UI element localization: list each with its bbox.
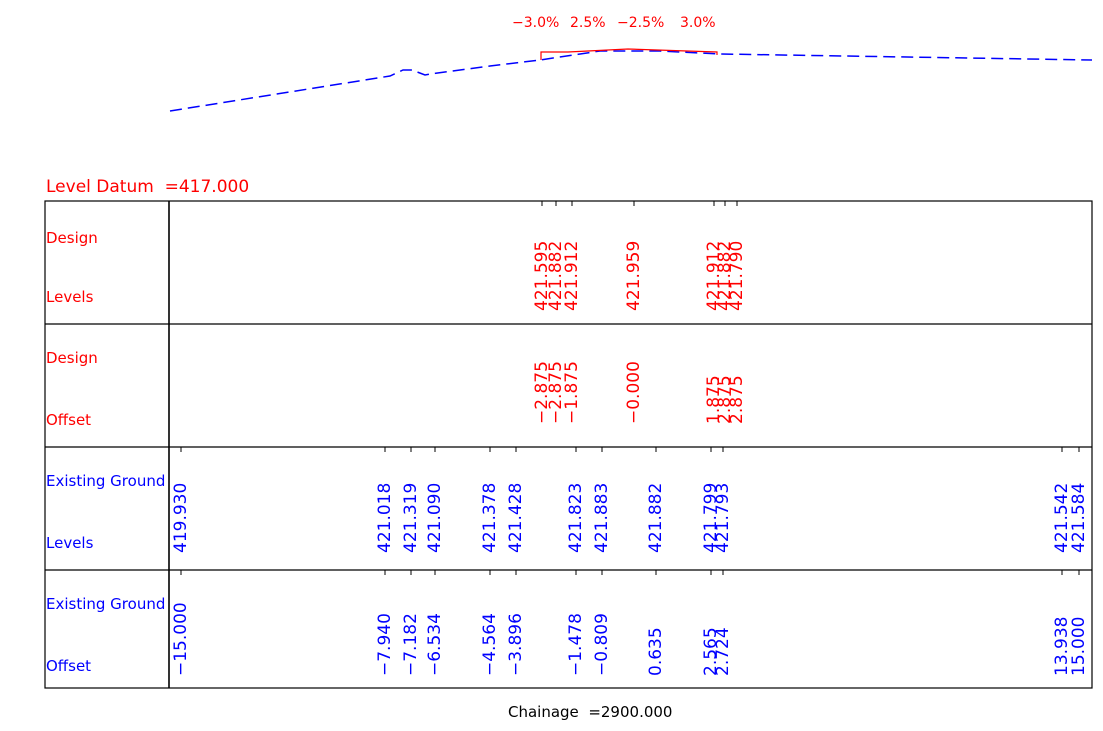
existing-level-value: 421.883 bbox=[592, 483, 612, 553]
existing-ground-profile bbox=[169, 50, 1093, 112]
design-offset-value: 2.875 bbox=[727, 375, 747, 424]
level-datum-label: Level Datum =417.000 bbox=[46, 177, 249, 197]
design-levels-label-line1: Design bbox=[46, 229, 98, 247]
grade-label-3: −2.5% bbox=[617, 15, 664, 31]
design-values: 421.595 −2.875 421.882 −2.875 421.912 −1.875 4… bbox=[532, 201, 747, 424]
existing-offset-value: −7.940 bbox=[375, 613, 395, 676]
existing-level-value: 421.882 bbox=[646, 483, 666, 553]
row-header-labels: Design Levels Design Offset Existing Gro… bbox=[46, 229, 165, 675]
design-offset-value: −1.875 bbox=[562, 361, 582, 424]
existing-level-value: 421.090 bbox=[425, 483, 445, 553]
table-border bbox=[44, 200, 1093, 689]
existing-offset-value: −4.564 bbox=[480, 613, 500, 676]
existing-level-value: 421.428 bbox=[506, 483, 526, 553]
data-table-frame bbox=[44, 200, 1093, 689]
existing-level-value: 421.799 bbox=[701, 483, 721, 553]
existing-level-value: 419.930 bbox=[171, 483, 191, 553]
design-offset-value: 1.875 bbox=[704, 375, 724, 424]
existing-level-value: 421.584 bbox=[1069, 483, 1089, 553]
existing-level-value: 421.542 bbox=[1052, 483, 1072, 553]
existing-offset-value: 2.565 bbox=[701, 627, 721, 676]
existing-level-value: 421.018 bbox=[375, 483, 395, 553]
design-level-value: 421.790 bbox=[727, 241, 747, 311]
design-offset-value: −2.875 bbox=[546, 361, 566, 424]
existing-level-value: 421.319 bbox=[401, 483, 421, 553]
design-level-value: 421.912 bbox=[562, 241, 582, 311]
existing-offset-label-line1: Existing Ground bbox=[46, 595, 165, 613]
chainage-label: Chainage =2900.000 bbox=[508, 703, 672, 721]
existing-level-value: 421.378 bbox=[480, 483, 500, 553]
design-levels-label-line2: Levels bbox=[46, 288, 94, 306]
existing-values: 419.930 −15.000 421.018 −7.940 421.319 −7.182… bbox=[171, 447, 1089, 676]
existing-offset-value: 15.000 bbox=[1069, 617, 1089, 676]
existing-level-value: 421.823 bbox=[566, 483, 586, 553]
existing-offset-label-line2: Offset bbox=[46, 657, 91, 675]
existing-offset-value: 2.724 bbox=[713, 627, 733, 676]
design-level-value: 421.882 bbox=[546, 241, 566, 311]
existing-offset-value: −1.478 bbox=[566, 613, 586, 676]
existing-offset-value: −15.000 bbox=[171, 602, 191, 676]
existing-level-value: 421.793 bbox=[713, 483, 733, 553]
design-offset-label-line2: Offset bbox=[46, 411, 91, 429]
cross-section-profile: −3.0% 2.5% −2.5% 3.0% bbox=[169, 15, 1093, 112]
design-offset-value: 2.875 bbox=[715, 375, 735, 424]
existing-levels-label-line2: Levels bbox=[46, 534, 94, 552]
design-template-profile bbox=[540, 48, 718, 60]
design-offset-value: −2.875 bbox=[532, 361, 552, 424]
existing-offset-value: −7.182 bbox=[401, 613, 421, 676]
existing-offset-value: −3.896 bbox=[506, 613, 526, 676]
design-level-value: 421.959 bbox=[624, 241, 644, 311]
design-level-value: 421.912 bbox=[704, 241, 724, 311]
existing-offset-value: −0.809 bbox=[592, 613, 612, 676]
existing-offset-value: 13.938 bbox=[1052, 617, 1072, 676]
grade-label-1: −3.0% bbox=[512, 15, 559, 31]
grade-label-2: 2.5% bbox=[570, 15, 606, 31]
design-level-value: 421.595 bbox=[532, 241, 552, 311]
existing-levels-label-line1: Existing Ground bbox=[46, 472, 165, 490]
design-offset-value: −0.000 bbox=[624, 361, 644, 424]
grade-label-4: 3.0% bbox=[680, 15, 716, 31]
design-level-value: 421.882 bbox=[715, 241, 735, 311]
existing-offset-value: 0.635 bbox=[646, 627, 666, 676]
design-offset-label-line1: Design bbox=[46, 349, 98, 367]
existing-offset-value: −6.534 bbox=[425, 613, 445, 676]
